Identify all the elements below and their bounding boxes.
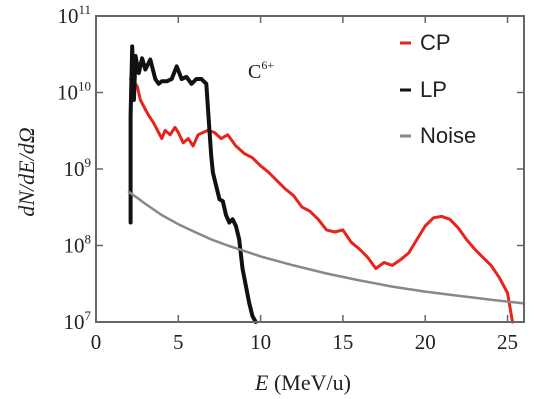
y-axis-label: dN/dE/dΩ: [14, 127, 39, 216]
y-tick-label: 108: [64, 232, 92, 258]
x-tick-label: 15: [332, 330, 353, 354]
legend: CP LP Noise: [400, 30, 476, 148]
x-tick-label: 20: [415, 330, 436, 354]
plot-frame: [95, 15, 525, 323]
legend-label-lp: LP: [420, 77, 447, 102]
x-tick-label: 25: [497, 330, 518, 354]
x-axis-label: E (MeV/u): [254, 370, 351, 395]
series-line-lp: [128, 44, 258, 324]
plot-lines: [127, 44, 526, 324]
y-tick-label: 1010: [57, 79, 91, 105]
x-tick-label: 0: [91, 330, 102, 354]
legend-label-cp: CP: [420, 30, 451, 55]
x-tick-label: 10: [250, 330, 271, 354]
ion-annotation: C6+: [248, 58, 274, 83]
y-axis: 107 108 109 1010 1011: [57, 2, 524, 334]
y-tick-label: 107: [64, 308, 92, 334]
x-axis: 0 5 10 15 20 25: [91, 16, 518, 354]
legend-label-noise: Noise: [420, 123, 476, 148]
y-tick-label: 1011: [57, 2, 91, 28]
series-line-cp: [129, 77, 514, 324]
x-tick-label: 5: [173, 330, 184, 354]
series-line-noise: [127, 190, 526, 305]
y-tick-label: 109: [64, 155, 92, 181]
